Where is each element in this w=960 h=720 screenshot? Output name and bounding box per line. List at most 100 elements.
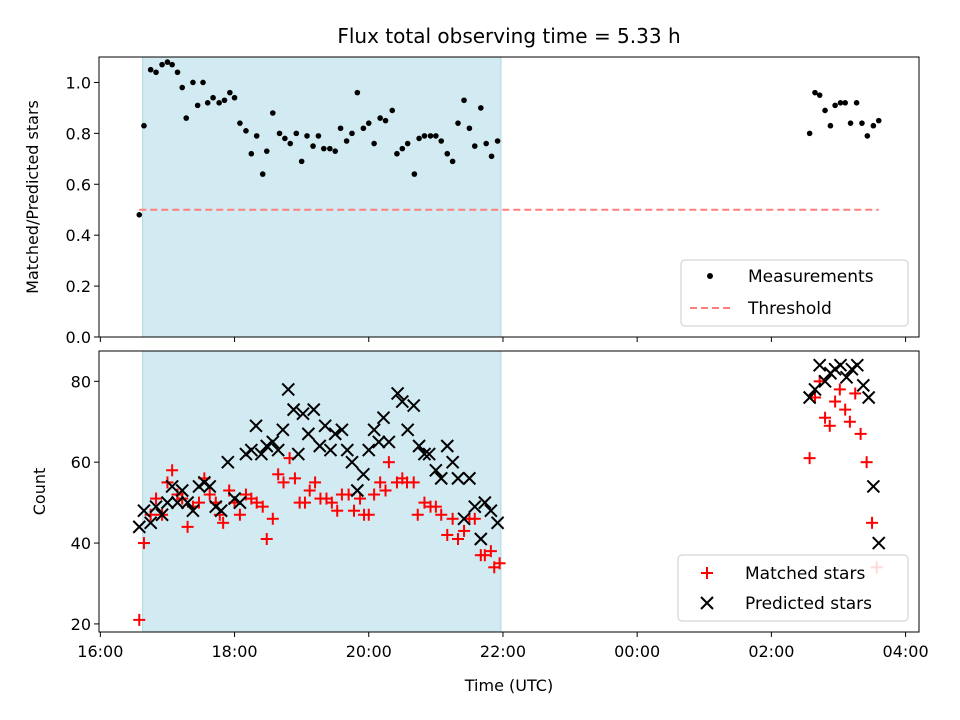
predicted-stars-point — [345, 455, 359, 469]
measurement-point — [216, 100, 222, 106]
legend-label-predicted: Predicted stars — [745, 594, 872, 614]
matched-stars-point — [441, 528, 454, 541]
matched-stars-point — [325, 496, 338, 509]
predicted-stars-point — [872, 536, 886, 550]
measurement-point — [812, 89, 818, 96]
top-panel: Flux total observing time = 5.33 h 0.0 0.… — [23, 24, 920, 347]
predicted-stars-point — [417, 447, 432, 461]
matched-stars-point — [150, 492, 163, 505]
measurement-point — [243, 128, 249, 134]
matched-stars-point — [368, 488, 381, 501]
measurement-point — [183, 115, 190, 121]
matched-stars-point — [250, 496, 263, 509]
y-tick-label: 0.0 — [66, 328, 91, 347]
measurement-point — [153, 69, 159, 76]
predicted-stars-point — [362, 443, 376, 457]
measurement-point — [136, 212, 143, 218]
legend-label-threshold: Threshold — [747, 299, 832, 319]
predicted-stars-point — [429, 463, 443, 477]
measurement-point — [444, 150, 451, 157]
bottom-legend: Matched stars Predicted stars — [677, 554, 909, 622]
measurement-point — [304, 133, 310, 139]
predicted-stars-point — [400, 423, 415, 437]
predicted-stars-point — [180, 495, 195, 510]
bottom-panel: 20 40 60 80 16:00 18:00 20:00 22:00 00:00 02:00 0… — [30, 350, 929, 695]
top-legend-box — [680, 259, 909, 327]
predicted-stars-point — [143, 516, 158, 530]
predicted-stars-point — [186, 503, 200, 518]
predicted-stars-point — [170, 495, 185, 510]
measurement-point — [169, 61, 175, 68]
predicted-stars-point — [451, 471, 465, 486]
measurement-point — [438, 138, 445, 144]
measurement-point — [147, 66, 154, 73]
matched-stars-point — [382, 456, 395, 469]
matched-stars-point — [478, 549, 491, 562]
measurement-point — [320, 145, 327, 152]
predicted-stars-point — [221, 455, 235, 469]
measurement-point — [478, 105, 484, 111]
measurement-point — [327, 145, 333, 152]
matched-stars-point — [309, 476, 322, 489]
predicted-stars-point — [818, 374, 832, 389]
measurement-point — [399, 145, 406, 152]
measurement-point — [253, 133, 260, 139]
observing-window-shade — [142, 351, 501, 632]
measurement-point — [237, 120, 243, 126]
matched-stars-point — [833, 383, 846, 396]
x-tick-label: 00:00 — [614, 642, 660, 661]
matched-stars-point — [303, 484, 316, 497]
y-tick-label: 0.4 — [66, 226, 91, 245]
predicted-stars-point — [328, 427, 342, 441]
predicted-stars-point — [356, 467, 371, 482]
matched-stars-point — [860, 456, 873, 469]
y-tick-label: 0.6 — [66, 175, 91, 194]
legend-marker-predicted — [700, 596, 714, 610]
y-tick-label: 20 — [71, 615, 91, 634]
measurement-point — [461, 97, 467, 104]
matched-stars-point — [854, 427, 867, 440]
predicted-stars-point — [490, 516, 505, 530]
predicted-stars-point — [286, 402, 301, 417]
x-tick-label: 22:00 — [480, 642, 526, 661]
predicted-stars-point — [484, 503, 498, 518]
measurement-point — [377, 115, 383, 121]
measurement-point — [822, 107, 828, 114]
top-y-axis-label: Matched/Predicted stars — [23, 100, 42, 294]
predicted-stars-point — [266, 435, 280, 449]
predicted-stars-point — [468, 499, 482, 514]
measurement-point — [455, 120, 461, 126]
predicted-stars-point — [155, 508, 169, 522]
measurement-point — [282, 135, 288, 142]
predicted-stars-point — [165, 479, 179, 494]
measurement-point — [269, 110, 276, 116]
y-tick-label: 60 — [71, 453, 91, 472]
matched-stars-point — [347, 504, 360, 517]
matched-stars-point — [493, 557, 506, 570]
predicted-stars-point — [833, 358, 848, 372]
predicted-stars-point — [340, 443, 354, 457]
predicted-stars-point — [203, 479, 217, 494]
bottom-legend-box — [677, 554, 909, 622]
predicted-stars-point — [313, 439, 327, 453]
measurement-point — [315, 133, 322, 139]
predicted-stars-point — [276, 423, 290, 437]
measurement-point — [337, 125, 344, 132]
predicted-stars-point — [856, 378, 871, 393]
top-legend: Measurements Threshold — [680, 259, 909, 327]
measurement-point — [416, 135, 422, 142]
matched-stars-point — [166, 464, 179, 477]
x-axis-label: Time (UTC) — [464, 676, 553, 695]
predicted-stars-point — [382, 435, 396, 449]
measurement-point — [842, 100, 848, 106]
measurement-point — [287, 140, 294, 147]
measurement-point — [483, 140, 489, 147]
predicted-stars-point — [812, 358, 827, 372]
bottom-axes-frame — [98, 350, 920, 633]
measurement-point — [227, 89, 233, 96]
matched-stars-point — [362, 508, 375, 521]
bottom-y-axis-label: Count — [30, 468, 49, 516]
measurement-point — [259, 171, 266, 177]
matched-stars-point — [407, 476, 420, 489]
measurement-point — [293, 130, 300, 137]
